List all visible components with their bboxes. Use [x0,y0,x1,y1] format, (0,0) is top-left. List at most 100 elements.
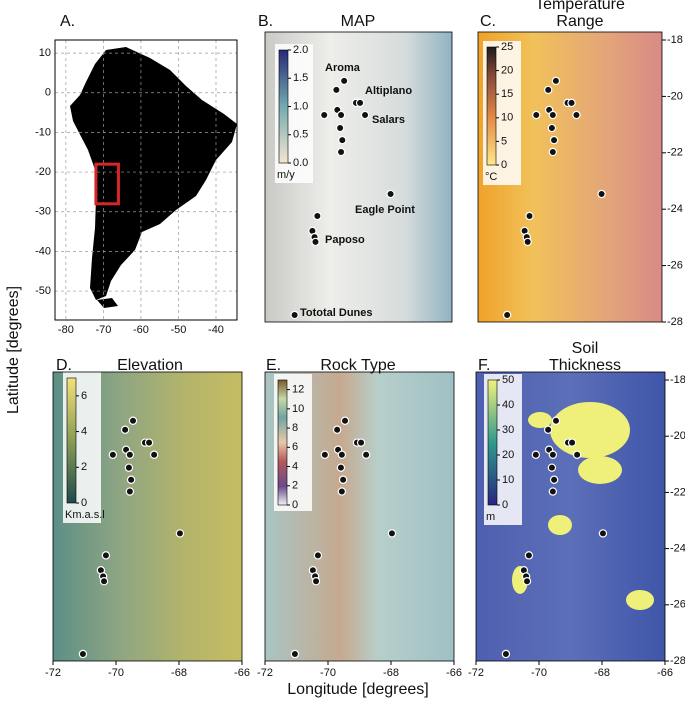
site [337,487,347,496]
site [548,450,558,459]
site [355,98,365,108]
site [360,110,370,120]
y-tick-label: -20 [35,166,51,178]
y-tick-label: -26 [670,599,685,611]
x-tick-label: -40 [208,324,224,336]
x-axis-title: Longitude [degrees] [287,681,428,698]
site [597,189,606,199]
site [549,475,559,484]
colorbar-tick-label: 10 [502,474,514,486]
site [124,463,134,472]
x-tick-label: -66 [234,667,250,679]
colorbar [486,46,497,166]
site [531,450,541,459]
colorbar-tick-label: 2.0 [293,44,308,56]
colorbar [487,379,498,506]
panel-title: MAP [341,13,376,30]
site [567,98,576,108]
x-tick-label: -68 [383,667,399,679]
soil-patch [626,590,654,610]
site [567,438,577,447]
x-tick-label: -72 [45,667,61,679]
site-label: Aroma [325,62,361,74]
site [78,649,88,659]
colorbar-tick-label: 20 [502,449,514,461]
site [338,475,348,484]
panel-label: D. [56,357,72,374]
soil-patch [578,456,622,484]
x-tick-label: -66 [446,667,462,679]
colorbar-tick-label: 0.0 [293,157,308,169]
site [339,76,349,86]
x-tick-label: -68 [594,667,610,679]
x-tick-label: -70 [95,324,111,336]
y-tick-label: -22 [667,147,683,159]
panel-label: E. [266,357,281,374]
colorbar-tick-label: 0 [81,497,87,509]
colorbar-tick-label: 0 [502,499,508,511]
site-label: Eagle Point [355,204,415,216]
site [340,416,350,425]
panel-label: F. [478,357,490,374]
site [356,438,366,447]
site [336,463,346,472]
panel-title: Rock Type [320,357,395,374]
panel-label: B. [258,13,273,30]
site [128,416,138,425]
site [525,211,534,221]
site [336,147,346,157]
y-tick-label: -26 [667,260,683,272]
site [387,529,397,538]
y-tick-label: -30 [35,206,51,218]
x-tick-label: -60 [133,324,149,336]
x-tick-label: -70 [531,667,547,679]
site [551,416,561,425]
site [320,450,330,459]
site [120,425,130,434]
y-tick-label: -18 [670,374,685,386]
colorbar-unit: m [486,511,495,523]
y-tick-label: -28 [670,655,685,667]
site [551,76,561,86]
site [523,237,532,247]
site [502,310,512,320]
colorbar-tick-label: 0.5 [293,129,308,141]
island [97,298,118,308]
site [311,237,320,247]
map-border [52,371,243,662]
y-tick-label: 10 [39,47,51,59]
colorbar [66,377,77,504]
site [547,463,557,472]
site [290,649,300,659]
site [125,487,135,496]
y-tick-label: -20 [670,430,685,442]
site [572,450,582,459]
site [320,110,329,120]
x-tick-label: -72 [468,667,484,679]
colorbar-tick-label: 20 [501,65,513,77]
y-tick-label: -50 [35,285,51,297]
site [548,147,558,157]
colorbar-tick-label: 1.5 [293,72,308,84]
colorbar-tick-label: 4 [81,425,87,437]
site [572,110,581,120]
panel-title: Elevation [117,357,183,374]
colorbar-tick-label: 30 [502,424,514,436]
y-axis-title: Latitude [degrees] [5,286,22,414]
site [524,551,534,560]
map-border [477,31,663,323]
x-tick-label: -70 [108,667,124,679]
site [336,110,346,120]
site [501,649,511,659]
x-tick-label: -80 [58,324,74,336]
site [144,438,154,447]
site [313,551,323,560]
colorbar-tick-label: 8 [292,422,298,434]
site [543,425,553,434]
y-tick-label: -20 [667,90,683,102]
site [126,475,136,484]
site [101,551,111,560]
colorbar-tick-label: 40 [502,399,514,411]
colorbar-tick-label: 2 [81,461,87,473]
